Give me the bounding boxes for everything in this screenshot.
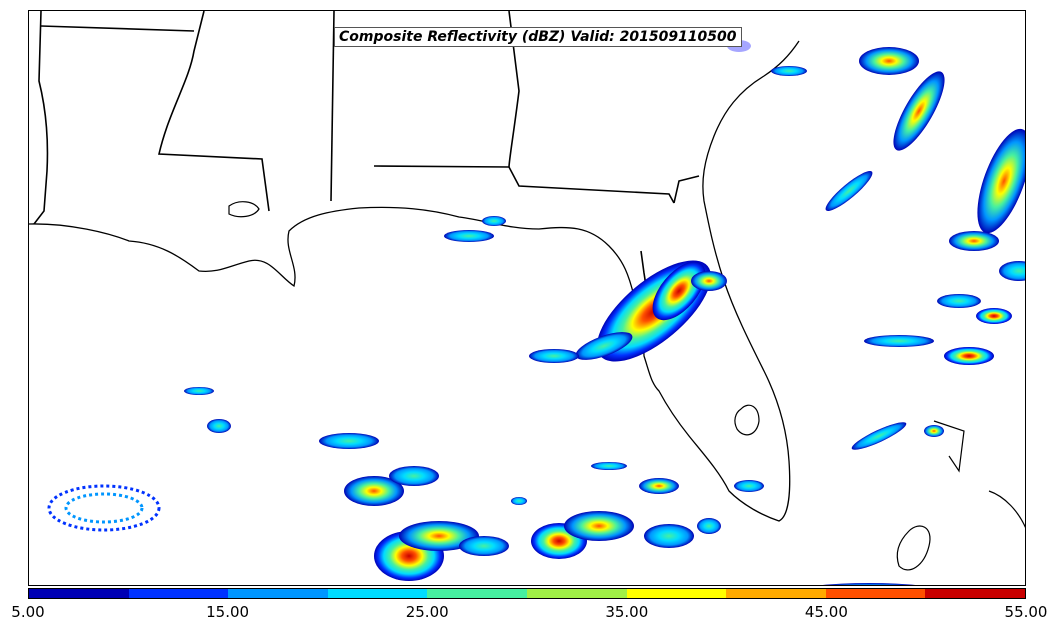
radar-map[interactable]: Composite Reflectivity (dBZ) Valid: 2015… xyxy=(28,10,1026,586)
map-title: Composite Reflectivity (dBZ) Valid: 2015… xyxy=(334,27,742,47)
colorbar-segment xyxy=(29,589,129,598)
colorbar-tick-label: 55.00 xyxy=(1004,603,1048,621)
state-borders xyxy=(33,11,700,342)
colorbar-segment xyxy=(427,589,527,598)
reflectivity-echoes xyxy=(47,40,1025,585)
colorbar-tick-label: 15.00 xyxy=(206,603,250,621)
colorbar-segment xyxy=(128,589,229,598)
colorbar-tick-label: 5.00 xyxy=(11,603,45,621)
colorbar-segment xyxy=(726,589,826,598)
colorbar-segment xyxy=(626,589,727,598)
colorbar-tick-label: 25.00 xyxy=(405,603,449,621)
colorbar-tick-label: 35.00 xyxy=(605,603,649,621)
colorbar-segment xyxy=(526,589,627,598)
coastline xyxy=(29,40,800,522)
colorbar xyxy=(28,588,1026,599)
map-canvas xyxy=(29,11,1025,585)
colorbar-segment xyxy=(228,589,328,598)
colorbar-segment xyxy=(327,589,428,598)
colorbar-tick-label: 45.00 xyxy=(804,603,848,621)
lake-okeechobee xyxy=(228,201,1025,571)
colorbar-segment xyxy=(925,589,1025,598)
colorbar-segment xyxy=(825,589,926,598)
